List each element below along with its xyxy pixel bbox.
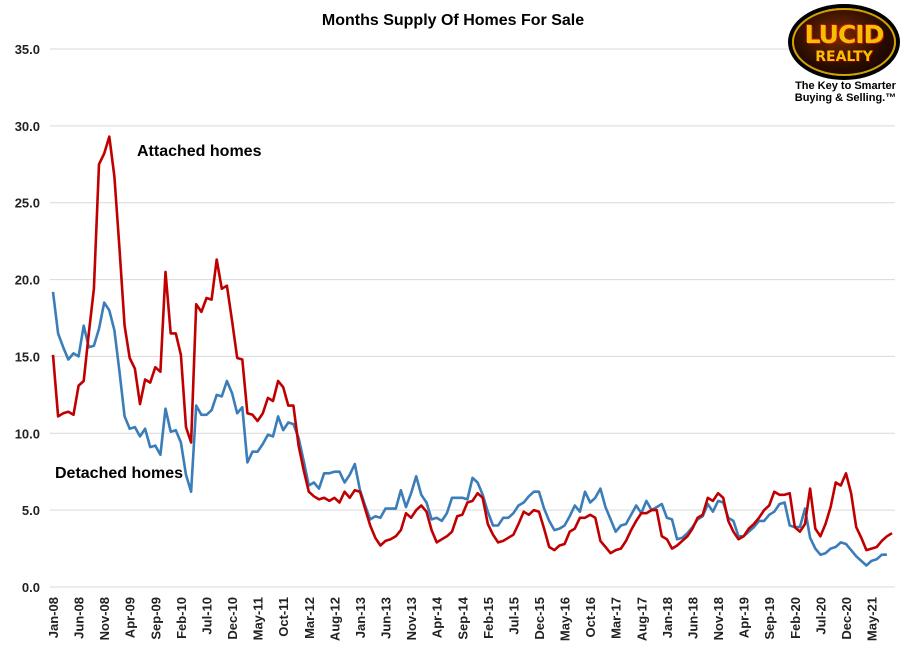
chart-title: Months Supply Of Homes For Sale [322,12,584,29]
x-tick-label: Oct-16 [583,597,598,637]
tagline-line-2: Buying & Selling.™ [794,92,897,104]
y-tick-label: 20.0 [15,273,40,288]
x-tick-label: Nov-13 [404,597,419,640]
tagline-line-1: The Key to Smarter [795,80,896,92]
y-tick-label: 0.0 [22,580,40,595]
x-tick-label: Jan-08 [46,597,61,638]
x-tick-label: Jul-10 [199,597,214,635]
lucid-realty-logo: LUCID REALTY The Key to Smarter Buying &… [788,8,903,108]
logo-badge [792,8,896,76]
logo-brand-sub: REALTY [815,49,873,65]
x-tick-label: Sep-19 [762,597,777,640]
y-tick-label: 25.0 [15,196,40,211]
series-line-attached-homes [51,135,893,555]
series-lines [51,135,893,567]
x-tick-label: Dec-20 [839,597,854,640]
y-axis-ticks: 0.0 5.0 10.0 15.0 20.0 25.0 30.0 35.0 [15,42,40,595]
x-tick-label: Jul-15 [506,597,521,635]
x-tick-label: Apr-19 [737,597,752,638]
x-tick-label: Jul-20 [813,597,828,635]
x-tick-label: Aug-12 [327,597,342,641]
x-tick-label: Nov-08 [97,597,112,640]
x-tick-label: Sep-14 [455,596,470,639]
x-tick-label: Aug-17 [634,597,649,641]
y-tick-label: 5.0 [22,503,40,518]
x-tick-label: Apr-09 [123,597,138,638]
x-tick-label: Mar-12 [302,597,317,639]
x-tick-label: Nov-18 [711,597,726,640]
logo-tagline: The Key to Smarter Buying & Selling.™ [788,80,903,104]
y-tick-label: 15.0 [15,349,40,364]
x-tick-label: Feb-15 [481,597,496,639]
x-tick-label: May-21 [865,597,880,641]
x-tick-label: May-16 [558,597,573,641]
x-tick-label: Mar-17 [609,597,624,639]
y-tick-label: 10.0 [15,426,40,441]
x-tick-label: Dec-10 [225,597,240,640]
x-tick-label: Sep-09 [148,597,163,640]
attached-homes-label: Attached homes [137,143,262,160]
y-tick-label: 35.0 [15,42,40,57]
x-tick-label: Feb-20 [788,597,803,639]
x-tick-label: Jan-13 [353,597,368,638]
x-tick-label: May-11 [251,597,266,640]
x-axis-ticks: Jan-08 Jun-08 Nov-08 Apr-09 Sep-09 Feb-10 Jul-… [46,596,880,641]
logo-brand: LUCID [804,20,885,49]
x-tick-label: Jan-18 [660,597,675,638]
series-line-detached-homes [51,291,887,567]
x-tick-label: Jun-08 [72,597,87,639]
x-tick-label: Oct-11 [276,597,291,637]
x-tick-label: Jun-18 [685,597,700,639]
x-tick-label: Apr-14 [430,596,445,638]
x-tick-label: Dec-15 [532,597,547,640]
x-tick-label: Jun-13 [379,597,394,639]
detached-homes-label: Detached homes [55,465,183,482]
x-tick-label: Feb-10 [174,597,189,639]
y-tick-label: 30.0 [15,119,40,134]
